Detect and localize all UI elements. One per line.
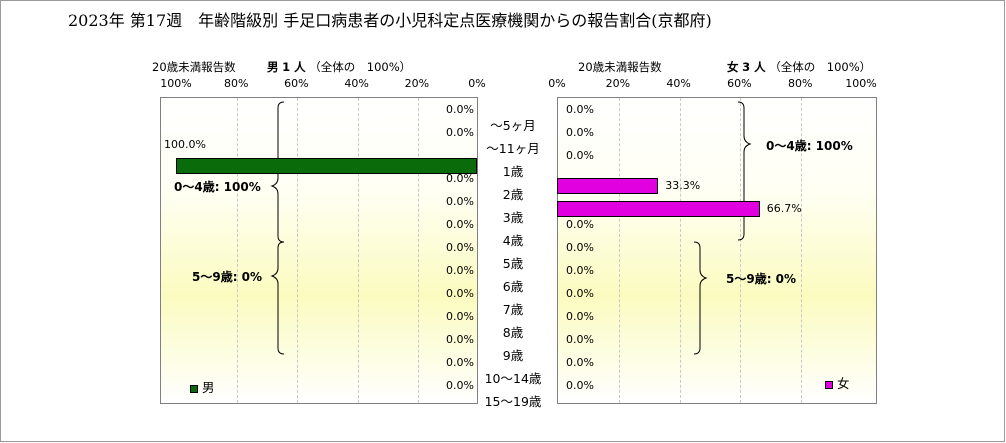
female-brace-5-9 [693,241,708,355]
age-label: ～11ヶ月 [486,141,540,156]
female-value-label: 0.0% [566,310,594,323]
male-value-label: 0.0% [446,241,474,254]
female-gridline [740,98,742,403]
female-x-tick: 20% [605,77,631,90]
female-value-label: 0.0% [566,356,594,369]
male-bar [176,158,477,174]
female-group-5-9: 5～9歳: 0% [726,272,797,286]
male-x-tick: 100% [160,77,192,90]
female-bar [557,178,659,194]
female-value-label: 33.3% [665,179,701,192]
age-label: 7歳 [502,302,524,317]
female-x-tick: 40% [666,77,691,90]
male-x-tick: 40% [344,77,369,90]
male-under20-label: 20歳未満報告数 [152,60,236,74]
male-brace-5-9 [270,241,285,355]
male-value-label: 0.0% [446,310,474,323]
male-value-label: 0.0% [446,172,474,185]
male-brace-0-4 [270,101,285,243]
female-value-label: 0.0% [566,149,594,162]
age-label: 6歳 [502,279,524,294]
male-value-label: 0.0% [446,103,474,116]
male-legend: 男 [190,377,215,396]
female-x-tick: 0% [548,77,566,90]
female-brace-0-4 [737,101,752,241]
male-legend-swatch [190,384,198,393]
female-x-tick: 100% [845,77,877,90]
chart-title: 2023年 第17週 年齢階級別 手足口病患者の小児科定点医療機関からの報告割合… [68,11,712,30]
female-value-label: 0.0% [566,126,594,139]
age-label: 4歳 [502,233,524,248]
female-x-tick: 80% [787,77,813,90]
male-gridline [417,98,419,403]
male-value-label: 100.0% [164,138,206,151]
male-value-label: 0.0% [446,264,474,277]
male-header: 20歳未満報告数 男 1 人 （全体の 100%） [152,59,411,75]
female-header: 20歳未満報告数 女 3 人 （全体の 100%） [578,59,871,75]
female-value-label: 0.0% [566,333,594,346]
female-gridline [618,98,620,403]
female-value-label: 0.0% [566,218,594,231]
female-legend: 女 [825,373,850,392]
male-value-label: 0.0% [446,126,474,139]
female-under20-label: 20歳未満報告数 [578,60,662,74]
female-value-label: 0.0% [566,241,594,254]
male-gridline [357,98,359,403]
female-sex-label: 女 [726,60,739,74]
female-value-label: 66.7% [766,202,802,215]
age-label: 5歳 [502,256,524,271]
male-x-tick: 20% [404,77,430,90]
age-label: 8歳 [502,325,524,340]
female-group-0-4: 0～4歳: 100% [766,139,853,153]
age-label: 1歳 [502,164,524,179]
female-value-label: 0.0% [566,287,594,300]
male-x-tick: 80% [223,77,249,90]
age-label: 2歳 [502,187,524,202]
female-legend-swatch [825,380,833,389]
male-group-0-4: 0～4歳: 100% [174,180,261,194]
male-legend-label: 男 [202,380,215,395]
male-group-5-9: 5～9歳: 0% [192,270,263,284]
female-x-tick: 60% [727,77,752,90]
male-count: 1 人 [282,60,306,74]
male-value-label: 0.0% [446,333,474,346]
female-count: 3 人 [742,60,766,74]
male-value-label: 0.0% [446,195,474,208]
age-label: 9歳 [502,348,524,363]
female-gridline [801,98,803,403]
female-value-label: 0.0% [566,103,594,116]
male-x-tick: 60% [284,77,309,90]
male-x-tick: 0% [468,77,486,90]
female-value-label: 0.0% [566,379,594,392]
female-gridline [679,98,681,403]
male-value-label: 0.0% [446,287,474,300]
female-whole-ratio: （全体の 100%） [769,60,872,74]
male-plot-area [160,97,478,404]
male-whole-ratio: （全体の 100%） [309,60,412,74]
male-value-label: 0.0% [446,218,474,231]
age-label: 3歳 [502,210,524,225]
age-label: ～5ヶ月 [490,118,536,133]
male-sex-label: 男 [266,60,279,74]
male-value-label: 0.0% [446,379,474,392]
female-legend-label: 女 [837,376,850,391]
age-label: 15～19歳 [484,394,542,409]
female-plot-area [557,97,877,404]
male-gridline [237,98,239,403]
female-bar [557,201,760,217]
female-value-label: 0.0% [566,264,594,277]
age-label: 10～14歳 [484,371,542,386]
male-gridline [297,98,299,403]
male-value-label: 0.0% [446,356,474,369]
